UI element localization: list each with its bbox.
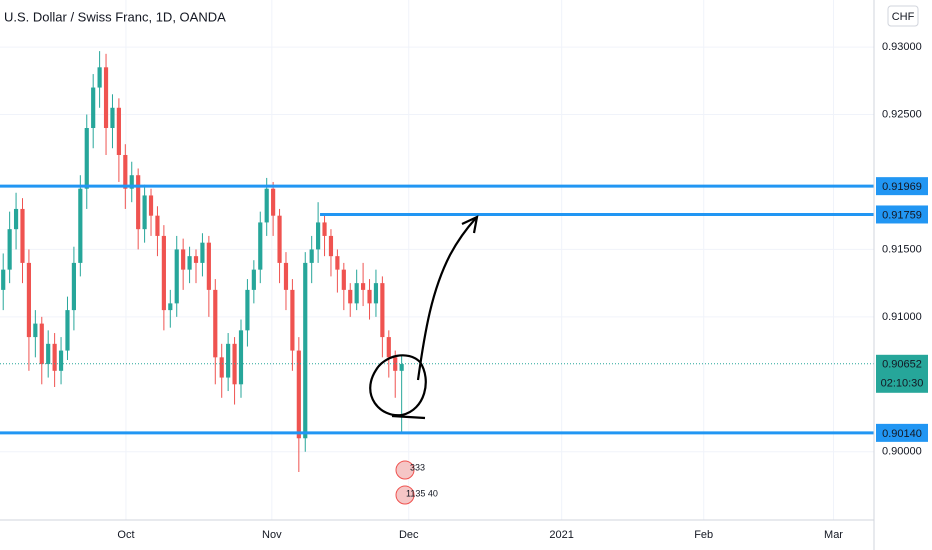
- candle-body: [161, 235, 166, 311]
- price-line-label: 0.90140: [882, 428, 922, 440]
- candle-body: [200, 242, 205, 263]
- candle-body: [84, 128, 89, 189]
- candle-body: [142, 195, 147, 230]
- x-tick-label: Feb: [694, 529, 713, 541]
- candle-body: [251, 269, 256, 290]
- candle-body: [264, 188, 269, 223]
- candle-body: [206, 242, 211, 290]
- candle-body: [26, 262, 32, 338]
- candle-body: [226, 343, 231, 378]
- candle-body: [367, 289, 372, 304]
- candle-body: [187, 256, 192, 270]
- candle-body: [386, 337, 391, 358]
- candle-body: [78, 188, 83, 263]
- candle-body: [213, 289, 218, 358]
- candle-body: [13, 208, 19, 230]
- candle-body: [110, 107, 115, 129]
- candle-body: [155, 215, 160, 236]
- price-line-tag: [876, 205, 928, 224]
- candle-body: [348, 289, 353, 304]
- drawn-arrowhead: [461, 215, 479, 234]
- candle-body: [277, 215, 282, 263]
- x-tick-label: 2021: [549, 529, 573, 541]
- currency-label[interactable]: CHF: [892, 11, 915, 23]
- candle-body: [245, 289, 250, 331]
- price-line-tag: [876, 177, 928, 196]
- candle-body: [290, 289, 295, 351]
- chart-title: U.S. Dollar / Swiss Franc, 1D, OANDA: [4, 9, 226, 24]
- candle-body: [136, 175, 141, 230]
- event-label[interactable]: 333: [410, 462, 425, 472]
- candle-body: [258, 222, 263, 270]
- candle-body: [58, 350, 64, 371]
- candle-body: [283, 262, 289, 290]
- candle-body: [116, 107, 121, 155]
- price-line-label: 0.91759: [882, 209, 922, 221]
- candle-body: [39, 323, 44, 365]
- candle-body: [46, 343, 51, 365]
- y-tick-label: 0.90000: [882, 446, 922, 458]
- candle-body: [361, 283, 366, 290]
- candle-body: [296, 350, 301, 439]
- candle-body: [373, 283, 379, 304]
- x-tick-label: Mar: [824, 529, 843, 541]
- candle-body: [354, 283, 359, 304]
- candle-body: [309, 249, 314, 263]
- candle-body: [7, 229, 12, 270]
- candle-body: [303, 262, 308, 439]
- candle-body: [123, 154, 128, 189]
- event-icon[interactable]: [395, 485, 415, 505]
- candle-body: [399, 364, 404, 371]
- candle-body: [393, 357, 398, 371]
- event-icon[interactable]: [395, 460, 415, 480]
- candle-body: [271, 188, 276, 216]
- drawn-stroke: [391, 414, 426, 420]
- y-tick-label: 0.92500: [882, 108, 922, 120]
- candle-body: [148, 195, 154, 216]
- countdown-label: 02:10:30: [881, 378, 924, 390]
- y-tick-label: 0.91000: [882, 311, 922, 323]
- candle-body: [97, 67, 102, 88]
- candle-body: [219, 357, 224, 378]
- price-line-label: 0.91969: [882, 181, 922, 193]
- last-price-label: 0.90652: [882, 359, 922, 371]
- candle-body: [71, 262, 76, 311]
- candle-body: [174, 249, 179, 304]
- last-price-tag: [876, 354, 928, 393]
- x-tick-label: Oct: [117, 529, 134, 541]
- price-line-tag: [876, 423, 928, 442]
- x-tick-label: Dec: [399, 529, 419, 541]
- candle-body: [316, 222, 321, 250]
- candle-body: [380, 283, 385, 338]
- candle-body: [33, 323, 38, 338]
- candle-body: [65, 310, 70, 351]
- candle-body: [103, 67, 109, 129]
- candle-body: [335, 256, 340, 270]
- candle-body: [129, 175, 134, 189]
- drawn-circle: [369, 354, 427, 417]
- candle-body: [181, 249, 186, 270]
- candle-body: [341, 269, 346, 290]
- x-tick-label: Nov: [262, 529, 282, 541]
- candle-body: [193, 256, 199, 263]
- candle-body: [168, 303, 173, 311]
- candle-body: [328, 235, 334, 257]
- candle-body: [20, 208, 25, 263]
- candle-body: [1, 269, 6, 290]
- candle-body: [52, 343, 57, 371]
- y-tick-label: 0.91500: [882, 243, 922, 255]
- y-tick-label: 0.93000: [882, 41, 922, 53]
- drawn-arrow: [416, 217, 477, 381]
- candle-body: [322, 222, 327, 236]
- candle-body: [91, 87, 96, 129]
- candle-body: [238, 330, 244, 385]
- event-label[interactable]: 1135 40: [406, 488, 438, 498]
- currency-button[interactable]: [887, 5, 919, 27]
